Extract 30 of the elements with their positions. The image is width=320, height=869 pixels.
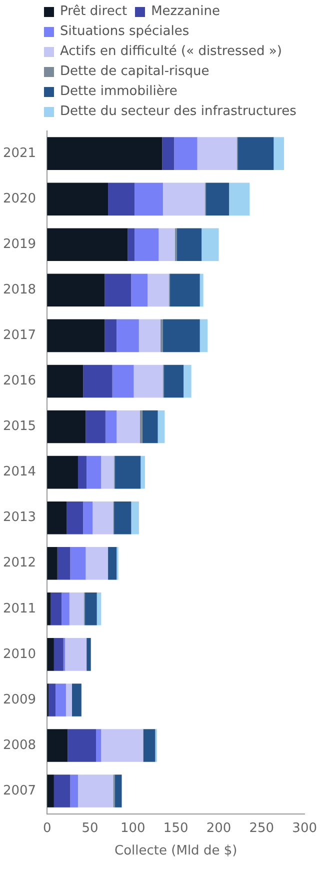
legend-label: Prêt direct (60, 3, 128, 21)
legend-label: Dette de capital-risque (60, 63, 210, 81)
x-tick-label: 0 (42, 820, 52, 836)
y-tick-label: 2009 (2, 692, 36, 708)
legend-label: Situations spéciales (60, 23, 190, 41)
y-tick-label: 2018 (2, 282, 36, 298)
legend-label: Dette du secteur des infrastructures (60, 103, 296, 121)
x-tick-label: 100 (120, 820, 146, 836)
y-tick-label: 2007 (2, 783, 36, 798)
y-tick-label: 2013 (2, 510, 36, 526)
y-tick-label: 2020 (2, 191, 36, 206)
y-tick-label: 2012 (2, 556, 36, 571)
x-tick-label: 150 (163, 820, 188, 836)
y-tick-label: 2019 (2, 237, 36, 252)
x-tick-label: 250 (249, 820, 274, 836)
x-tick-label: 200 (206, 820, 232, 836)
x-tick-label: 50 (82, 820, 98, 836)
y-tick-label: 2010 (2, 646, 36, 662)
y-tick-label: 2011 (2, 601, 36, 616)
y-tick-label: 2008 (2, 738, 36, 753)
x-axis-title: Collecte (Mld de $) (114, 844, 238, 859)
y-tick-label: 2017 (2, 328, 36, 344)
legend-label: Actifs en difficulté (« distressed ») (60, 43, 282, 61)
legend-label: Dette immobilière (60, 83, 178, 101)
y-tick-label: 2014 (2, 464, 36, 480)
legend-label: Mezzanine (151, 3, 220, 21)
y-tick-label: 2015 (2, 419, 36, 434)
y-tick-label: 2016 (2, 374, 36, 389)
y-tick-label: 2021 (2, 146, 36, 161)
x-tick-label: 300 (292, 820, 318, 836)
